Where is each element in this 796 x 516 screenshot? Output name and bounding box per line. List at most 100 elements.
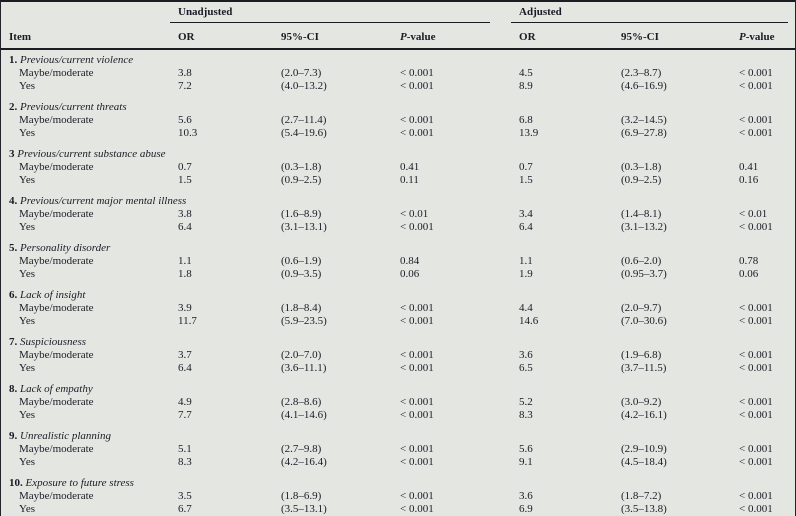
p-header-unadjusted: P-value [392, 23, 512, 50]
ci-cell-unadjusted: (1.6–8.9) [281, 208, 322, 220]
level-cell: Maybe/moderate [19, 490, 94, 502]
or-cell-unadjusted: 6.4 [178, 221, 192, 233]
ci-header-adjusted: 95%-CI [613, 23, 732, 50]
ci-cell-unadjusted: (0.3–1.8) [281, 161, 322, 173]
adjusted-group-header: Adjusted [511, 1, 795, 23]
p-cell-adjusted: < 0.001 [739, 396, 773, 408]
p-rest: -value [745, 31, 775, 43]
p-cell-unadjusted: < 0.001 [400, 443, 434, 455]
item-heading-row: 10. Exposure to future stress [1, 469, 795, 490]
p-cell-unadjusted: < 0.01 [400, 208, 429, 220]
unadjusted-label: Unadjusted [178, 6, 233, 18]
level-cell: Yes [19, 127, 36, 139]
item-heading-cell: 9. Unrealistic planning [1, 422, 795, 443]
table-row: Yes 6.4 (3.1–13.1) < 0.001 6.4 (3.1–13.2… [1, 221, 795, 234]
or-cell-adjusted: 8.9 [519, 80, 533, 92]
or-cell-adjusted: 9.1 [519, 456, 533, 468]
ci-cell-unadjusted: (4.2–16.4) [281, 456, 327, 468]
ci-cell-adjusted: (4.5–18.4) [621, 456, 667, 468]
p-cell-unadjusted: < 0.001 [400, 67, 434, 79]
ci-cell-unadjusted: (1.8–8.4) [281, 302, 322, 314]
item-number: 8. [9, 383, 18, 395]
item-heading-row: 5. Personality disorder [1, 234, 795, 255]
table-row: Maybe/moderate 3.8 (2.0–7.3) < 0.001 4.5… [1, 67, 795, 80]
table-row: Yes 11.7 (5.9–23.5) < 0.001 14.6 (7.0–30… [1, 315, 795, 328]
level-cell: Maybe/moderate [19, 114, 94, 126]
table-row: Yes 8.3 (4.2–16.4) < 0.001 9.1 (4.5–18.4… [1, 456, 795, 469]
item-heading-cell: 6. Lack of insight [1, 281, 795, 302]
item-heading-row: 3 Previous/current substance abuse [1, 140, 795, 161]
ci-cell-unadjusted: (0.6–1.9) [281, 255, 322, 267]
p-cell-adjusted: < 0.001 [739, 409, 773, 421]
ci-cell-adjusted: (3.5–13.8) [621, 503, 667, 515]
table-row: Maybe/moderate 1.1 (0.6–1.9) 0.84 1.1 (0… [1, 255, 795, 268]
ci-cell-adjusted: (1.9–6.8) [621, 349, 662, 361]
item-heading-cell: 5. Personality disorder [1, 234, 795, 255]
item-number: 10. [9, 477, 23, 489]
ci-cell-unadjusted: (4.1–14.6) [281, 409, 327, 421]
item-name: Exposure to future stress [25, 477, 134, 489]
level-cell: Yes [19, 174, 36, 186]
ci-cell-unadjusted: (3.5–13.1) [281, 503, 327, 515]
or-cell-unadjusted: 1.8 [178, 268, 192, 280]
ci-cell-adjusted: (1.4–8.1) [621, 208, 662, 220]
or-cell-adjusted: 3.6 [519, 490, 533, 502]
item-name: Lack of insight [20, 289, 86, 301]
ci-cell-unadjusted: (2.7–11.4) [281, 114, 327, 126]
unadjusted-group-rule: Unadjusted [170, 2, 491, 23]
p-cell-adjusted: 0.06 [739, 268, 759, 280]
or-header-unadjusted: OR [170, 23, 273, 50]
or-cell-unadjusted: 8.3 [178, 456, 192, 468]
p-cell-adjusted: < 0.001 [739, 456, 773, 468]
p-italic: P [739, 31, 746, 43]
item-heading-row: 4. Previous/current major mental illness [1, 187, 795, 208]
p-cell-unadjusted: < 0.001 [400, 80, 434, 92]
p-cell-unadjusted: 0.06 [400, 268, 420, 280]
item-heading-cell: 2. Previous/current threats [1, 93, 795, 114]
p-cell-adjusted: < 0.001 [739, 349, 773, 361]
table-row: Yes 1.5 (0.9–2.5) 0.11 1.5 (0.9–2.5) 0.1… [1, 174, 795, 187]
p-cell-adjusted: < 0.001 [739, 443, 773, 455]
or-cell-adjusted: 1.9 [519, 268, 533, 280]
or-cell-unadjusted: 6.7 [178, 503, 192, 515]
level-cell: Maybe/moderate [19, 255, 94, 267]
p-cell-adjusted: 0.16 [739, 174, 759, 186]
p-cell-unadjusted: < 0.001 [400, 302, 434, 314]
or-cell-adjusted: 13.9 [519, 127, 539, 139]
or-cell-unadjusted: 5.1 [178, 443, 192, 455]
item-number: 7. [9, 336, 18, 348]
level-cell: Maybe/moderate [19, 208, 94, 220]
ci-header-unadjusted: 95%-CI [273, 23, 392, 50]
ci-cell-adjusted: (2.3–8.7) [621, 67, 662, 79]
item-name: Personality disorder [20, 242, 111, 254]
p-cell-unadjusted: < 0.001 [400, 349, 434, 361]
or-cell-unadjusted: 0.7 [178, 161, 192, 173]
p-cell-unadjusted: 0.41 [400, 161, 420, 173]
or-cell-unadjusted: 5.6 [178, 114, 192, 126]
table-row: Maybe/moderate 3.5 (1.8–6.9) < 0.001 3.6… [1, 490, 795, 503]
item-heading-cell: 7. Suspiciousness [1, 328, 795, 349]
item-name: Previous/current threats [20, 101, 127, 113]
ci-cell-unadjusted: (3.1–13.1) [281, 221, 327, 233]
level-cell: Yes [19, 503, 36, 515]
or-cell-adjusted: 6.9 [519, 503, 533, 515]
ci-cell-adjusted: (3.7–11.5) [621, 362, 667, 374]
table-row: Maybe/moderate 3.9 (1.8–8.4) < 0.001 4.4… [1, 302, 795, 315]
or-cell-unadjusted: 3.9 [178, 302, 192, 314]
level-cell: Maybe/moderate [19, 161, 94, 173]
p-cell-adjusted: < 0.001 [739, 490, 773, 502]
item-name: Lack of empathy [20, 383, 93, 395]
or-cell-adjusted: 3.4 [519, 208, 533, 220]
p-cell-adjusted: < 0.001 [739, 80, 773, 92]
item-heading-row: 9. Unrealistic planning [1, 422, 795, 443]
table-row: Yes 7.7 (4.1–14.6) < 0.001 8.3 (4.2–16.1… [1, 409, 795, 422]
level-cell: Maybe/moderate [19, 67, 94, 79]
p-cell-adjusted: < 0.001 [739, 362, 773, 374]
ci-cell-unadjusted: (3.6–11.1) [281, 362, 327, 374]
item-number: 4. [9, 195, 18, 207]
table-row: Yes 10.3 (5.4–19.6) < 0.001 13.9 (6.9–27… [1, 127, 795, 140]
ci-cell-unadjusted: (2.0–7.0) [281, 349, 322, 361]
ci-cell-unadjusted: (0.9–3.5) [281, 268, 322, 280]
adjusted-group-rule: Adjusted [511, 2, 789, 23]
